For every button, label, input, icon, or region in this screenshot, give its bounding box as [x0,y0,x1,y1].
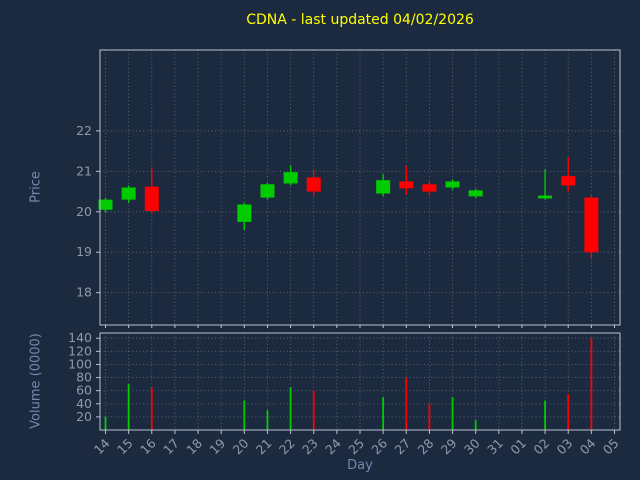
svg-text:01: 01 [507,436,529,458]
candles-layer [98,157,599,259]
svg-text:18: 18 [183,435,205,457]
svg-text:18: 18 [76,285,92,300]
svg-text:21: 21 [253,436,275,458]
svg-text:24: 24 [322,435,344,457]
svg-text:27: 27 [392,436,414,458]
svg-text:20: 20 [76,204,92,219]
volume-bars-layer [104,338,593,430]
svg-text:29: 29 [438,435,460,457]
svg-text:04: 04 [577,435,599,457]
day-axis-label: Day [347,458,373,473]
svg-text:26: 26 [368,435,390,457]
svg-text:15: 15 [114,436,136,458]
svg-text:17: 17 [160,436,182,458]
svg-text:20: 20 [76,409,92,424]
svg-text:31: 31 [484,436,506,458]
chart-title: CDNA - last updated 04/02/2026 [246,12,474,28]
svg-text:20: 20 [230,435,252,457]
svg-text:40: 40 [76,396,92,411]
svg-text:60: 60 [76,383,92,398]
svg-text:19: 19 [76,244,92,259]
svg-text:16: 16 [137,435,159,457]
svg-text:120: 120 [68,343,92,358]
grid-lines [100,50,620,430]
svg-text:14: 14 [91,435,113,457]
svg-text:03: 03 [553,436,575,458]
svg-text:22: 22 [76,123,92,138]
svg-text:30: 30 [461,435,483,457]
svg-text:21: 21 [76,163,92,178]
svg-text:140: 140 [68,330,92,345]
svg-text:22: 22 [276,436,298,458]
svg-text:05: 05 [600,436,622,458]
svg-text:23: 23 [299,436,321,458]
svg-text:80: 80 [76,370,92,385]
svg-text:02: 02 [530,436,552,458]
svg-text:100: 100 [68,356,92,371]
svg-text:19: 19 [206,435,228,457]
svg-text:28: 28 [415,435,437,457]
svg-text:25: 25 [345,436,367,458]
axes-layer [96,49,621,434]
